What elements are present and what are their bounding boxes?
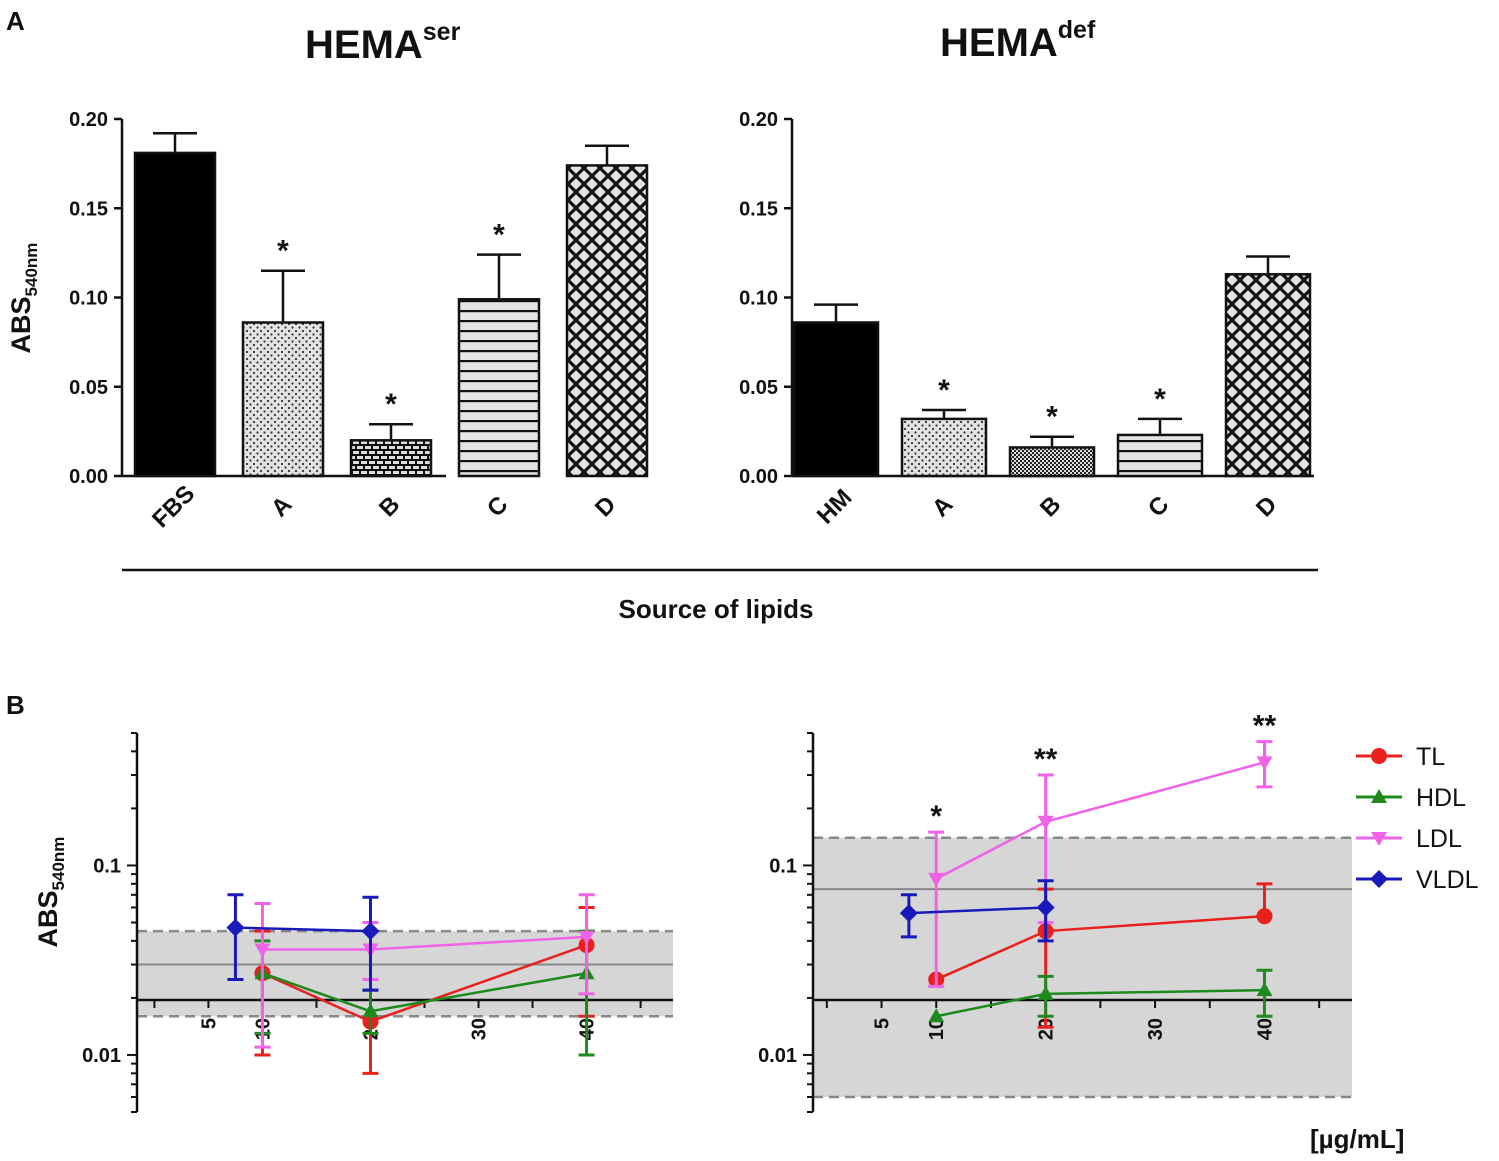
point-hdl: [1037, 985, 1054, 1000]
category-label: B: [1035, 491, 1066, 522]
bar-c: [457, 298, 541, 478]
legend-label-tl: TL: [1416, 743, 1445, 771]
point-tl: [1256, 908, 1273, 925]
y-tick-label: 0.15: [69, 198, 108, 220]
bar-c: [1116, 433, 1204, 478]
y-axis-label: ABS540nm: [33, 837, 68, 948]
point-hdl: [928, 1008, 945, 1023]
legend-marker-ldl: [1371, 832, 1387, 846]
x-axis-label: [µg/mL]: [1310, 1124, 1404, 1154]
legend-label-ldl: LDL: [1416, 825, 1462, 853]
legend-label-hdl: HDL: [1416, 784, 1466, 812]
y-tick-label: 0.00: [69, 466, 108, 488]
bar-a: [900, 417, 988, 478]
y-tick-label: 0.1: [769, 855, 797, 877]
significance-star: **: [1034, 743, 1058, 776]
panel-label-a: A: [6, 6, 25, 36]
y-tick-label: 0.20: [739, 109, 778, 131]
point-hdl: [362, 1003, 379, 1018]
point-vldl: [361, 922, 380, 941]
y-tick-label: 0.20: [69, 109, 108, 131]
point-ldl: [1256, 756, 1273, 771]
category-label: A: [266, 491, 297, 522]
x-tick-label: 40: [1254, 1018, 1276, 1040]
bar-fbs: [133, 151, 217, 478]
bar-hm: [792, 321, 880, 478]
significance-star: *: [938, 374, 950, 407]
y-tick-label: 0.1: [93, 855, 121, 877]
series-line-vldl: [235, 926, 371, 933]
significance-star: *: [493, 219, 505, 252]
bar-chart-hema-ser: HEMAser ABS540nm 0.00 0.05 0.10 0.15 0.20 FBS…: [6, 18, 649, 533]
significance-star: *: [930, 800, 942, 833]
chart-title: HEMAser: [305, 18, 461, 67]
significance-star: *: [277, 235, 289, 268]
bar-d: [1224, 273, 1312, 478]
x-tick-label: 30: [469, 1018, 491, 1040]
y-axis-label: ABS540nm: [6, 243, 41, 354]
x-tick-label: 20: [1036, 1018, 1058, 1040]
point-vldl: [1036, 898, 1055, 917]
y-tick-label: 0.01: [82, 1045, 121, 1067]
category-label: FBS: [147, 480, 200, 533]
significance-star: *: [1154, 383, 1166, 416]
bar-b: [1008, 446, 1096, 478]
x-tick-label: 5: [198, 1018, 220, 1029]
significance-star: *: [385, 388, 397, 421]
legend-marker-hdl: [1371, 789, 1387, 803]
shared-x-axis-label: Source of lipids: [618, 594, 813, 624]
y-tick-label: 0.05: [739, 377, 778, 399]
legend-label-vldl: VLDL: [1416, 866, 1479, 894]
point-ldl: [578, 930, 595, 945]
category-label: C: [1143, 491, 1174, 522]
point-ldl: [928, 872, 945, 887]
point-vldl: [899, 904, 918, 923]
point-hdl: [1256, 982, 1273, 997]
panel-label-b: B: [6, 690, 25, 720]
category-label: D: [1251, 491, 1282, 522]
y-tick-label: 0.10: [739, 288, 778, 310]
category-label: B: [374, 491, 405, 522]
line-chart-right: [µg/mL] 0.10.015 10 20 30 40*****TLHDLLDLVLD…: [758, 710, 1479, 1154]
x-tick-label: 30: [1145, 1018, 1167, 1040]
x-tick-label: 5: [872, 1018, 894, 1029]
y-tick-label: 0.00: [739, 466, 778, 488]
category-label: D: [590, 491, 621, 522]
category-label: A: [927, 491, 958, 522]
series-line-vldl: [908, 906, 1046, 915]
y-tick-label: 0.05: [69, 377, 108, 399]
bar-chart-hema-def: HEMAdef 0.00 0.05 0.10 0.15 0.20 HM * A * B * C D: [739, 16, 1314, 529]
point-vldl: [226, 918, 245, 937]
bar-d: [565, 164, 649, 478]
significance-star: *: [1046, 401, 1058, 434]
category-label: C: [482, 491, 513, 522]
chart-title: HEMAdef: [940, 16, 1096, 65]
bar-a: [241, 321, 325, 478]
category-label: HM: [812, 484, 857, 529]
bar-b: [349, 439, 433, 478]
legend-marker-tl: [1371, 748, 1387, 764]
legend-marker-vldl: [1370, 870, 1388, 888]
y-tick-label: 0.10: [69, 288, 108, 310]
point-ldl: [1037, 815, 1054, 830]
y-tick-label: 0.15: [739, 198, 778, 220]
reference-band: [814, 837, 1352, 1097]
significance-star: **: [1253, 710, 1277, 743]
y-tick-label: 0.01: [758, 1045, 797, 1067]
point-ldl: [254, 943, 271, 958]
x-tick-label: 10: [926, 1018, 948, 1040]
